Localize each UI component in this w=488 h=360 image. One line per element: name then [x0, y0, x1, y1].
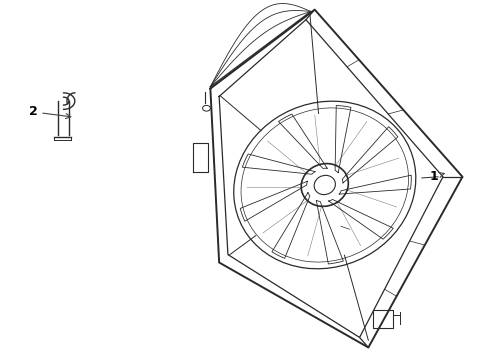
Text: 2: 2 — [28, 105, 71, 118]
Text: 1: 1 — [429, 170, 444, 183]
